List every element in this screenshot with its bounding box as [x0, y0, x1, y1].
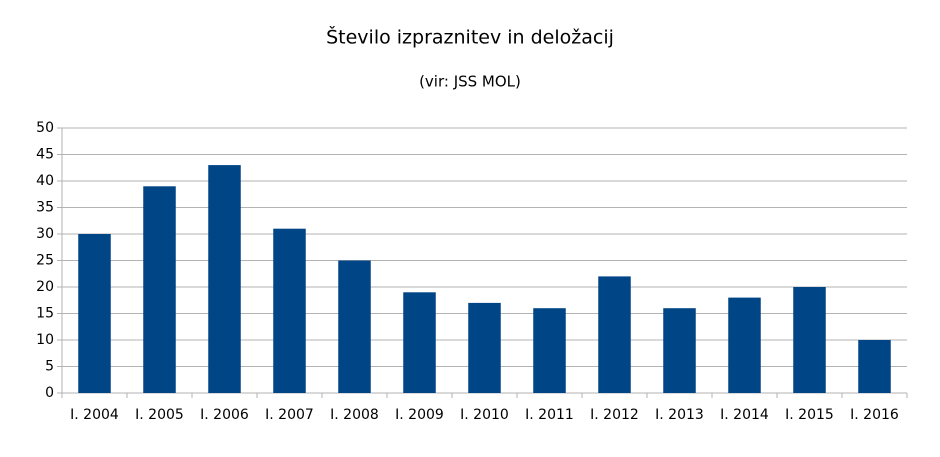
x-tick-label: I. 2010: [460, 407, 509, 423]
bar: [338, 260, 371, 393]
y-tick-label: 35: [36, 200, 54, 216]
bar: [663, 308, 696, 393]
bar: [468, 302, 501, 393]
y-tick-label: 30: [36, 226, 54, 242]
y-tick-label: 15: [36, 306, 54, 322]
bar: [78, 234, 111, 393]
x-tick-label: I. 2014: [720, 407, 769, 423]
x-tick-label: I. 2007: [265, 407, 314, 423]
y-tick-label: 0: [45, 385, 54, 401]
x-tick-label: I. 2006: [200, 407, 249, 423]
x-tick-label: I. 2016: [850, 407, 899, 423]
bar: [273, 228, 306, 393]
y-tick-label: 40: [36, 173, 54, 189]
bar: [728, 297, 761, 393]
chart-title: Število izpraznitev in deložacij: [326, 25, 614, 49]
bar: [143, 186, 176, 393]
x-tick-label: I. 2011: [525, 407, 574, 423]
y-tick-label: 20: [36, 279, 54, 295]
x-tick-label: I. 2013: [655, 407, 704, 423]
bar: [403, 292, 436, 393]
x-tick-label: I. 2005: [135, 407, 184, 423]
bar: [533, 308, 566, 393]
y-tick-label: 25: [36, 253, 54, 269]
x-tick-label: I. 2015: [785, 407, 834, 423]
y-tick-label: 45: [36, 147, 54, 163]
x-tick-label: I. 2012: [590, 407, 639, 423]
bar: [858, 340, 891, 393]
y-tick-label: 50: [36, 120, 54, 136]
x-tick-label: I. 2004: [70, 407, 119, 423]
bar: [793, 287, 826, 393]
chart-subtitle: (vir: JSS MOL): [419, 73, 521, 91]
y-tick-label: 5: [45, 359, 54, 375]
bar: [208, 165, 241, 393]
x-tick-label: I. 2009: [395, 407, 444, 423]
bar: [598, 276, 631, 393]
x-tick-label: I. 2008: [330, 407, 379, 423]
y-tick-label: 10: [36, 332, 54, 348]
